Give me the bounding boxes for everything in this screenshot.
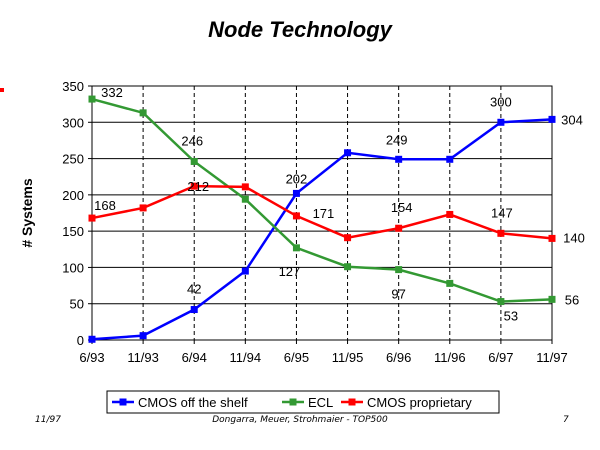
- chart-title: Node Technology: [208, 17, 392, 42]
- series-1-point-7: [446, 279, 454, 287]
- data-label-0-2: 42: [187, 282, 201, 297]
- series-1-point-9: [548, 295, 556, 303]
- legend-marker-2: [348, 398, 356, 406]
- x-tick-label-2: 6/94: [182, 350, 207, 365]
- series-0-point-8: [497, 118, 505, 126]
- data-label-2-2: 212: [187, 179, 209, 194]
- data-label-1-2: 246: [181, 133, 203, 148]
- series-1-point-8: [497, 298, 505, 306]
- series-2-point-7: [446, 210, 454, 218]
- footer-authors: Dongarra, Meuer, Strohmaier - TOP500: [212, 415, 388, 425]
- series-2-point-5: [344, 234, 352, 242]
- data-label-1-0: 332: [101, 85, 123, 100]
- y-tick-label-0: 0: [77, 333, 84, 348]
- plot-frame: [91, 85, 553, 341]
- data-label-2-4: 171: [313, 206, 335, 221]
- series-line-0: [91, 118, 553, 341]
- legend-label-0: CMOS off the shelf: [138, 395, 248, 410]
- legend-marker-1: [289, 398, 297, 406]
- y-tick-label-100: 100: [62, 260, 84, 275]
- series-0-point-2: [190, 306, 198, 314]
- footer-page-number: 7: [563, 415, 569, 425]
- series-1-point-3: [241, 195, 249, 203]
- y-axis-title: # Systems: [19, 178, 35, 247]
- series-2-point-6: [395, 224, 403, 232]
- data-label-1-8: 53: [504, 309, 518, 324]
- series-2-point-3: [241, 183, 249, 191]
- x-tick-label-3: 11/94: [230, 350, 262, 365]
- x-tick-label-9: 11/97: [536, 350, 568, 365]
- x-tick-label-1: 11/93: [127, 350, 159, 365]
- data-label-2-6: 154: [391, 200, 413, 215]
- series-line-1: [91, 97, 553, 303]
- series-0-point-3: [241, 267, 249, 275]
- data-label-0-6: 249: [386, 132, 408, 147]
- series-2-point-2: [190, 182, 198, 190]
- series-1-point-4: [292, 244, 300, 252]
- y-tick-label-250: 250: [62, 152, 84, 167]
- y-tick-label-350: 350: [62, 79, 84, 94]
- series-2-point-0: [88, 214, 96, 222]
- y-tick-label-200: 200: [62, 188, 84, 203]
- series-line-2: [91, 184, 553, 240]
- series-1-point-6: [395, 266, 403, 274]
- x-tick-label-7: 11/96: [434, 350, 466, 365]
- series-0-point-5: [344, 149, 352, 157]
- data-label-0-8: 300: [490, 94, 512, 109]
- series-2-point-1: [139, 204, 147, 212]
- series-0-point-6: [395, 155, 403, 163]
- x-tick-label-0: 6/93: [79, 350, 104, 365]
- legend-marker-0: [119, 398, 127, 406]
- data-labels: 42 202 249 300 304 332 246 127 97 53 56 168 212 171 15…: [94, 85, 585, 323]
- x-tick-label-5: 11/95: [332, 350, 364, 365]
- data-label-2-0: 168: [94, 198, 116, 213]
- x-tick-label-6: 6/96: [386, 350, 411, 365]
- data-label-2-8: 147: [491, 205, 513, 220]
- legend-label-1: ECL: [308, 395, 333, 410]
- legend: CMOS off the shelf ECL CMOS proprietary: [106, 390, 500, 414]
- series-0-point-4: [292, 189, 300, 197]
- series-2-point-9: [548, 234, 556, 242]
- data-label-1-4: 127: [279, 264, 301, 279]
- series-2-point-4: [292, 212, 300, 220]
- data-label-0-4: 202: [286, 171, 308, 186]
- y-tick-label-50: 50: [70, 297, 84, 312]
- series-0-point-9: [548, 115, 556, 123]
- data-label-0-9: 304: [561, 112, 583, 127]
- axes: 0 50 100 150 200 250 300 350 6/93 11/93 6/94 11/94 6…: [19, 79, 568, 365]
- data-label-1-9: 56: [565, 292, 579, 307]
- series-layer: [88, 95, 556, 343]
- legend-label-2: CMOS proprietary: [367, 395, 472, 410]
- series-1-point-1: [139, 109, 147, 117]
- series-0-point-7: [446, 155, 454, 163]
- x-tick-label-8: 6/97: [488, 350, 513, 365]
- footer-date: 11/97: [35, 415, 61, 425]
- gridlines: [92, 86, 552, 340]
- series-0-point-0: [88, 335, 96, 343]
- series-1-point-5: [344, 263, 352, 271]
- series-1-point-2: [190, 157, 198, 165]
- y-tick-label-300: 300: [62, 115, 84, 130]
- series-2-point-8: [497, 229, 505, 237]
- plot-area: [91, 85, 553, 341]
- series-0-point-1: [139, 332, 147, 340]
- x-tick-label-4: 6/95: [284, 350, 309, 365]
- data-label-2-9: 140: [563, 230, 585, 245]
- y-tick-label-150: 150: [62, 224, 84, 239]
- slide-marker: [0, 88, 4, 92]
- data-label-1-6: 97: [391, 287, 405, 302]
- series-1-point-0: [88, 95, 96, 103]
